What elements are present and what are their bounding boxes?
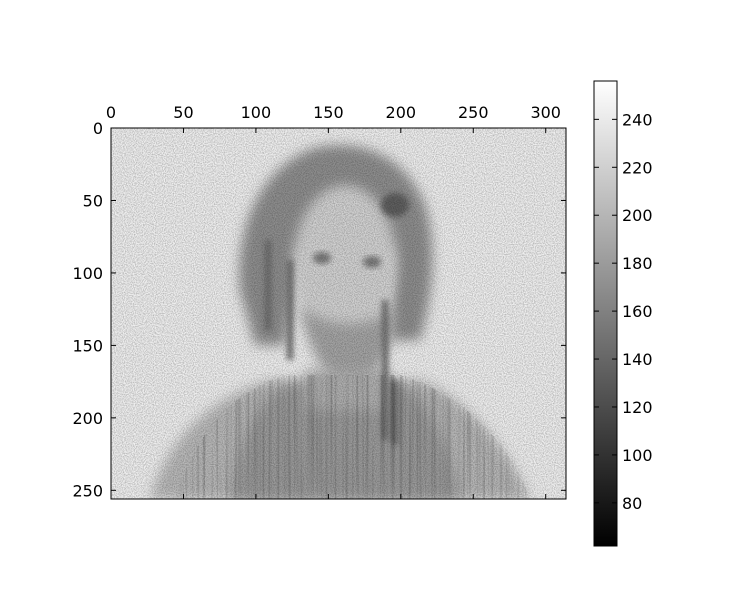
x-tick-label: 300 — [530, 103, 561, 122]
axis-ticks: 0 50 100 150 200 250 300 0 50 100 150 200 250 — [72, 103, 566, 500]
colorbar — [594, 81, 617, 546]
x-tick-label: 200 — [386, 103, 417, 122]
colorbar-tick-label: 140 — [622, 350, 653, 369]
x-tick-label: 0 — [106, 103, 116, 122]
colorbar-tick-label: 100 — [622, 446, 653, 465]
x-tick-label: 100 — [241, 103, 272, 122]
image-pixel-noise — [111, 128, 566, 499]
colorbar-tick-label: 160 — [622, 302, 653, 321]
plot-frame — [110, 127, 567, 500]
colorbar-tick-label: 180 — [622, 254, 653, 273]
y-tick-label: 200 — [72, 409, 103, 428]
y-tick-label: 0 — [93, 119, 103, 138]
x-tick-label: 50 — [173, 103, 193, 122]
colorbar-tick-label: 220 — [622, 158, 653, 177]
x-tick-label: 150 — [313, 103, 344, 122]
colorbar-ticks: 80 100 120 140 160 180 200 220 240 — [594, 110, 653, 513]
y-tick-label: 250 — [72, 481, 103, 500]
heatmap-image — [111, 128, 566, 499]
colorbar-tick-label: 80 — [622, 494, 642, 513]
colorbar-tick-label: 120 — [622, 398, 653, 417]
y-tick-label: 150 — [72, 336, 103, 355]
colorbar-tick-label: 240 — [622, 110, 653, 129]
y-tick-label: 50 — [83, 191, 103, 210]
colorbar-frame — [593, 80, 618, 547]
colorbar-tick-label: 200 — [622, 206, 653, 225]
y-tick-label: 100 — [72, 264, 103, 283]
x-tick-label: 250 — [458, 103, 489, 122]
